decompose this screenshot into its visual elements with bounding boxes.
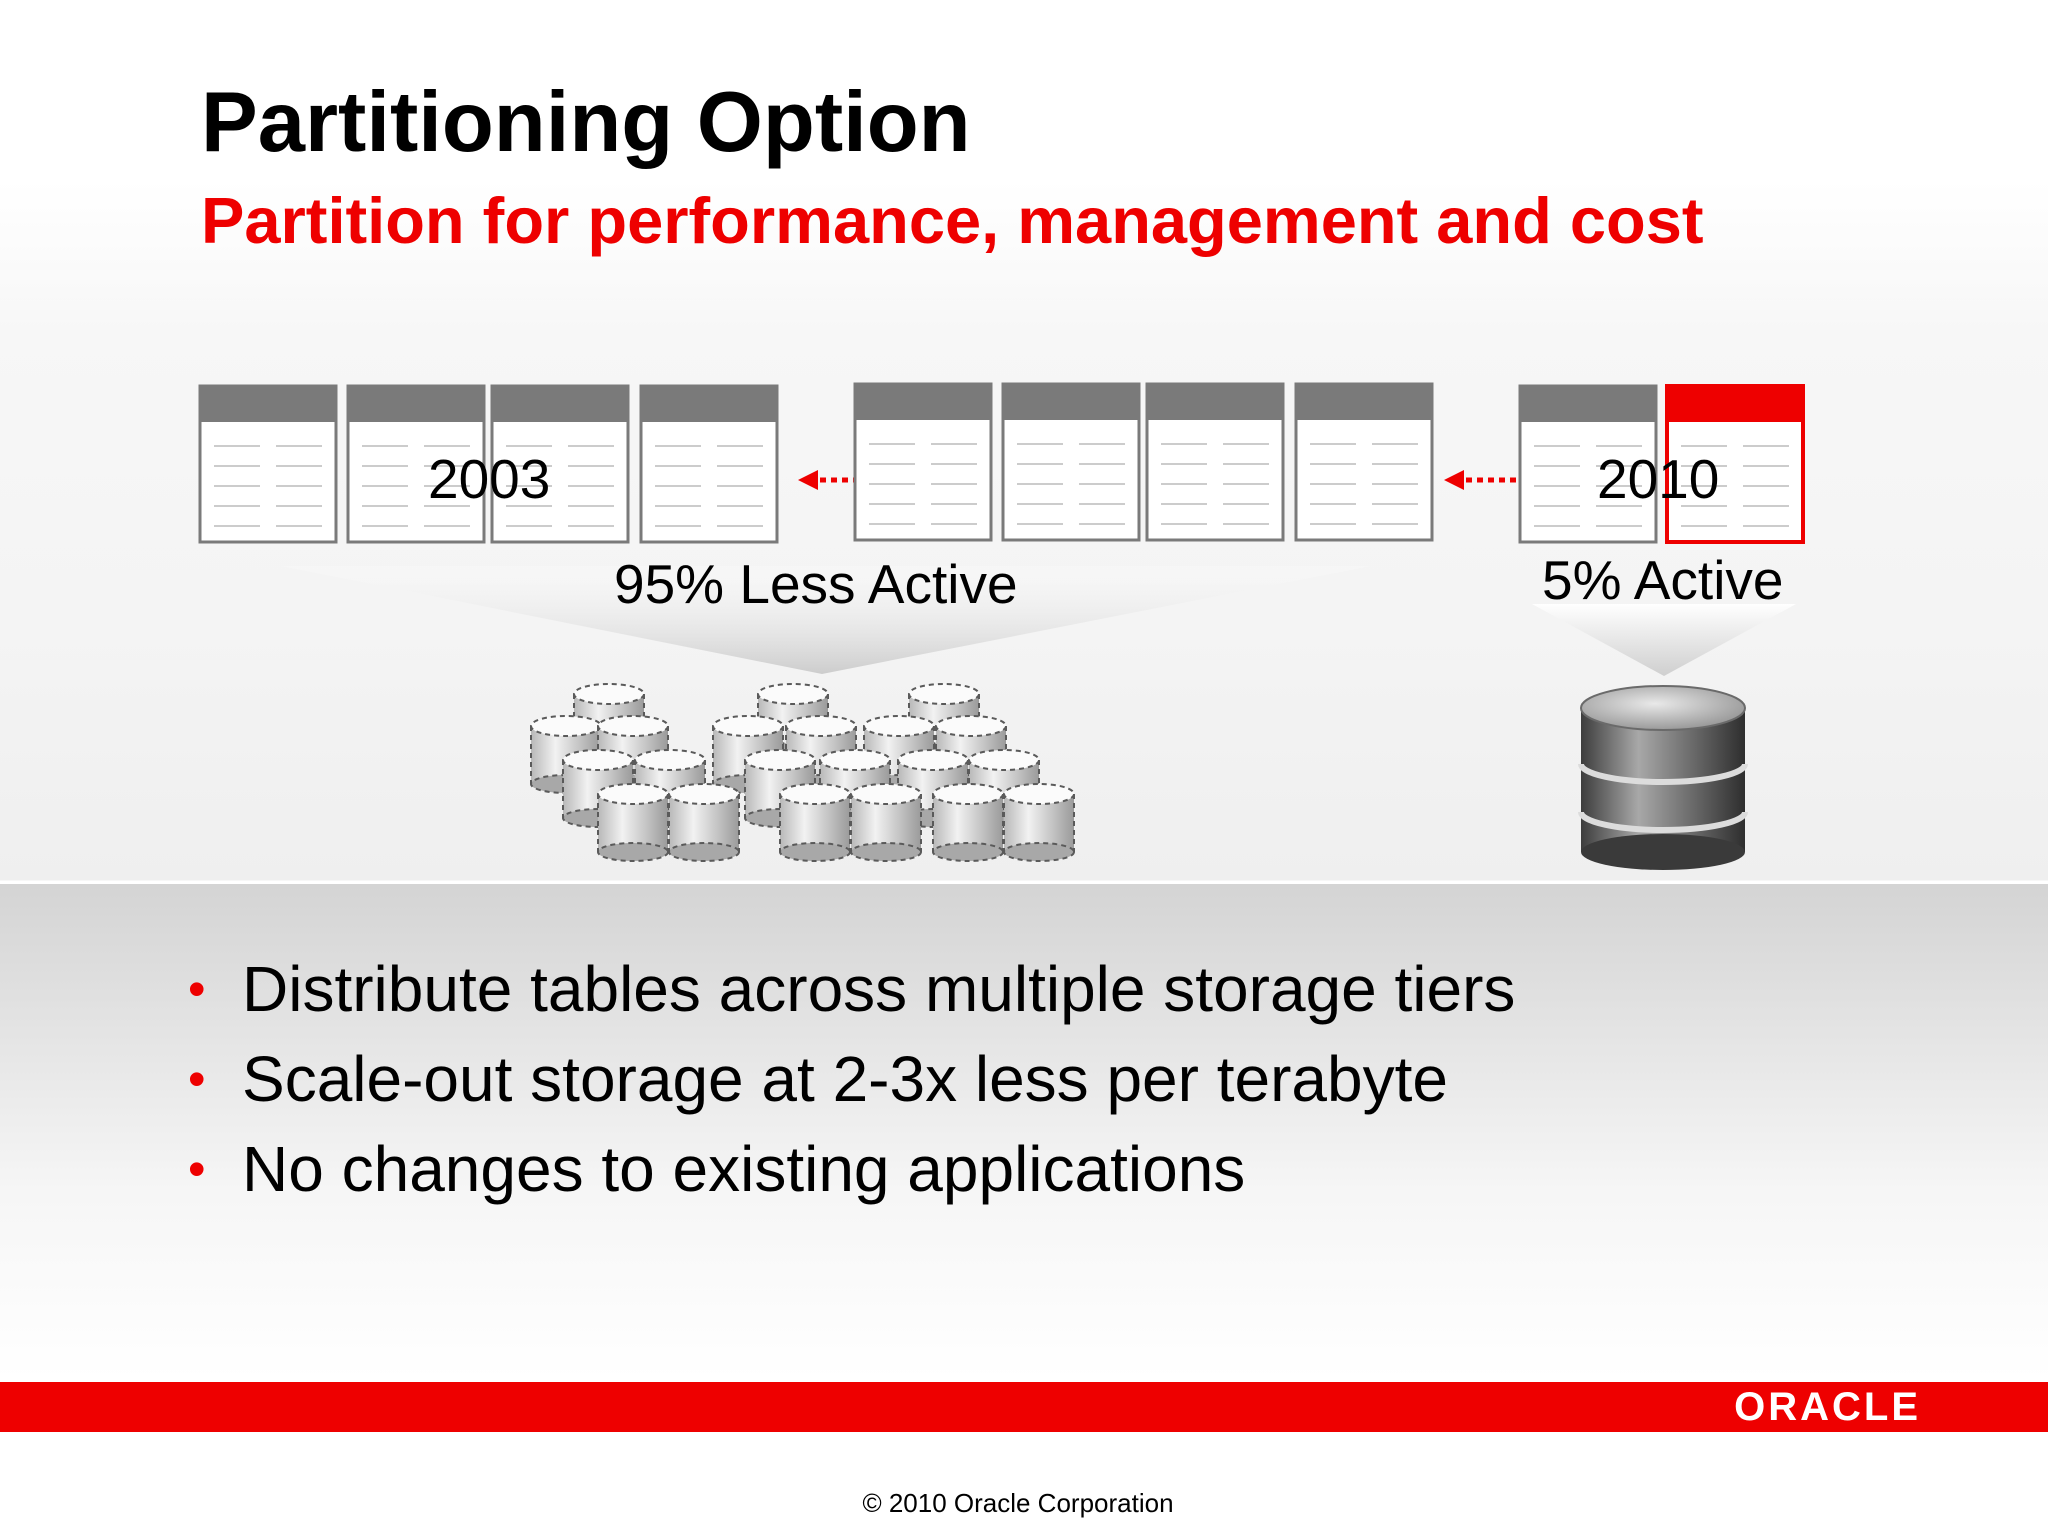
funnel-active [1532, 604, 1796, 676]
bullet-list: • Distribute tables across multiple stora… [188, 944, 1515, 1214]
bullet-dot-icon: • [188, 961, 206, 1017]
label-start-year: 2003 [428, 448, 551, 510]
table-icon [639, 384, 779, 544]
copyright-text: © 2010 Oracle Corporation [862, 1488, 1174, 1518]
label-active: 5% Active [1542, 549, 1784, 611]
bullet-band [0, 884, 2048, 1380]
funnel-less-active [282, 566, 1370, 674]
label-end-year: 2010 [1597, 448, 1720, 510]
disk-cylinder-icon [668, 783, 740, 862]
disk-cylinder-icon [779, 783, 851, 862]
bullet-text: No changes to existing applications [242, 1133, 1246, 1205]
slide-subtitle: Partition for performance, management an… [201, 184, 1704, 257]
table-icon [1145, 382, 1285, 542]
disk-cylinder-icon [932, 783, 1004, 862]
disk-cylinder-icon [1003, 783, 1075, 862]
disk-cylinder-icon [597, 783, 669, 862]
bullet-text: Scale-out storage at 2-3x less per terab… [242, 1043, 1448, 1115]
bullet-item: • Scale-out storage at 2-3x less per tera… [188, 1034, 1515, 1124]
partition-diagram [198, 382, 1805, 870]
bullet-item: • Distribute tables across multiple stora… [188, 944, 1515, 1034]
bullet-dot-icon: • [188, 1141, 206, 1197]
disk-cylinder-cluster [530, 683, 1075, 862]
dotted-arrow-left-icon [1444, 470, 1520, 490]
table-icon [1001, 382, 1141, 542]
database-icon [1578, 685, 1748, 870]
table-icon [853, 382, 993, 542]
label-less-active: 95% Less Active [614, 553, 1018, 615]
table-icon [198, 384, 338, 544]
bullet-item: • No changes to existing applications [188, 1124, 1515, 1214]
table-icon [1294, 382, 1434, 542]
dotted-arrow-left-icon [798, 470, 860, 490]
disk-cylinder-icon [850, 783, 922, 862]
oracle-logo: ORACLE [1734, 1385, 1921, 1429]
slide-title: Partitioning Option [201, 75, 971, 170]
bullet-text: Distribute tables across multiple storag… [242, 953, 1516, 1025]
bullet-dot-icon: • [188, 1051, 206, 1107]
footer-bar [0, 1382, 2048, 1432]
